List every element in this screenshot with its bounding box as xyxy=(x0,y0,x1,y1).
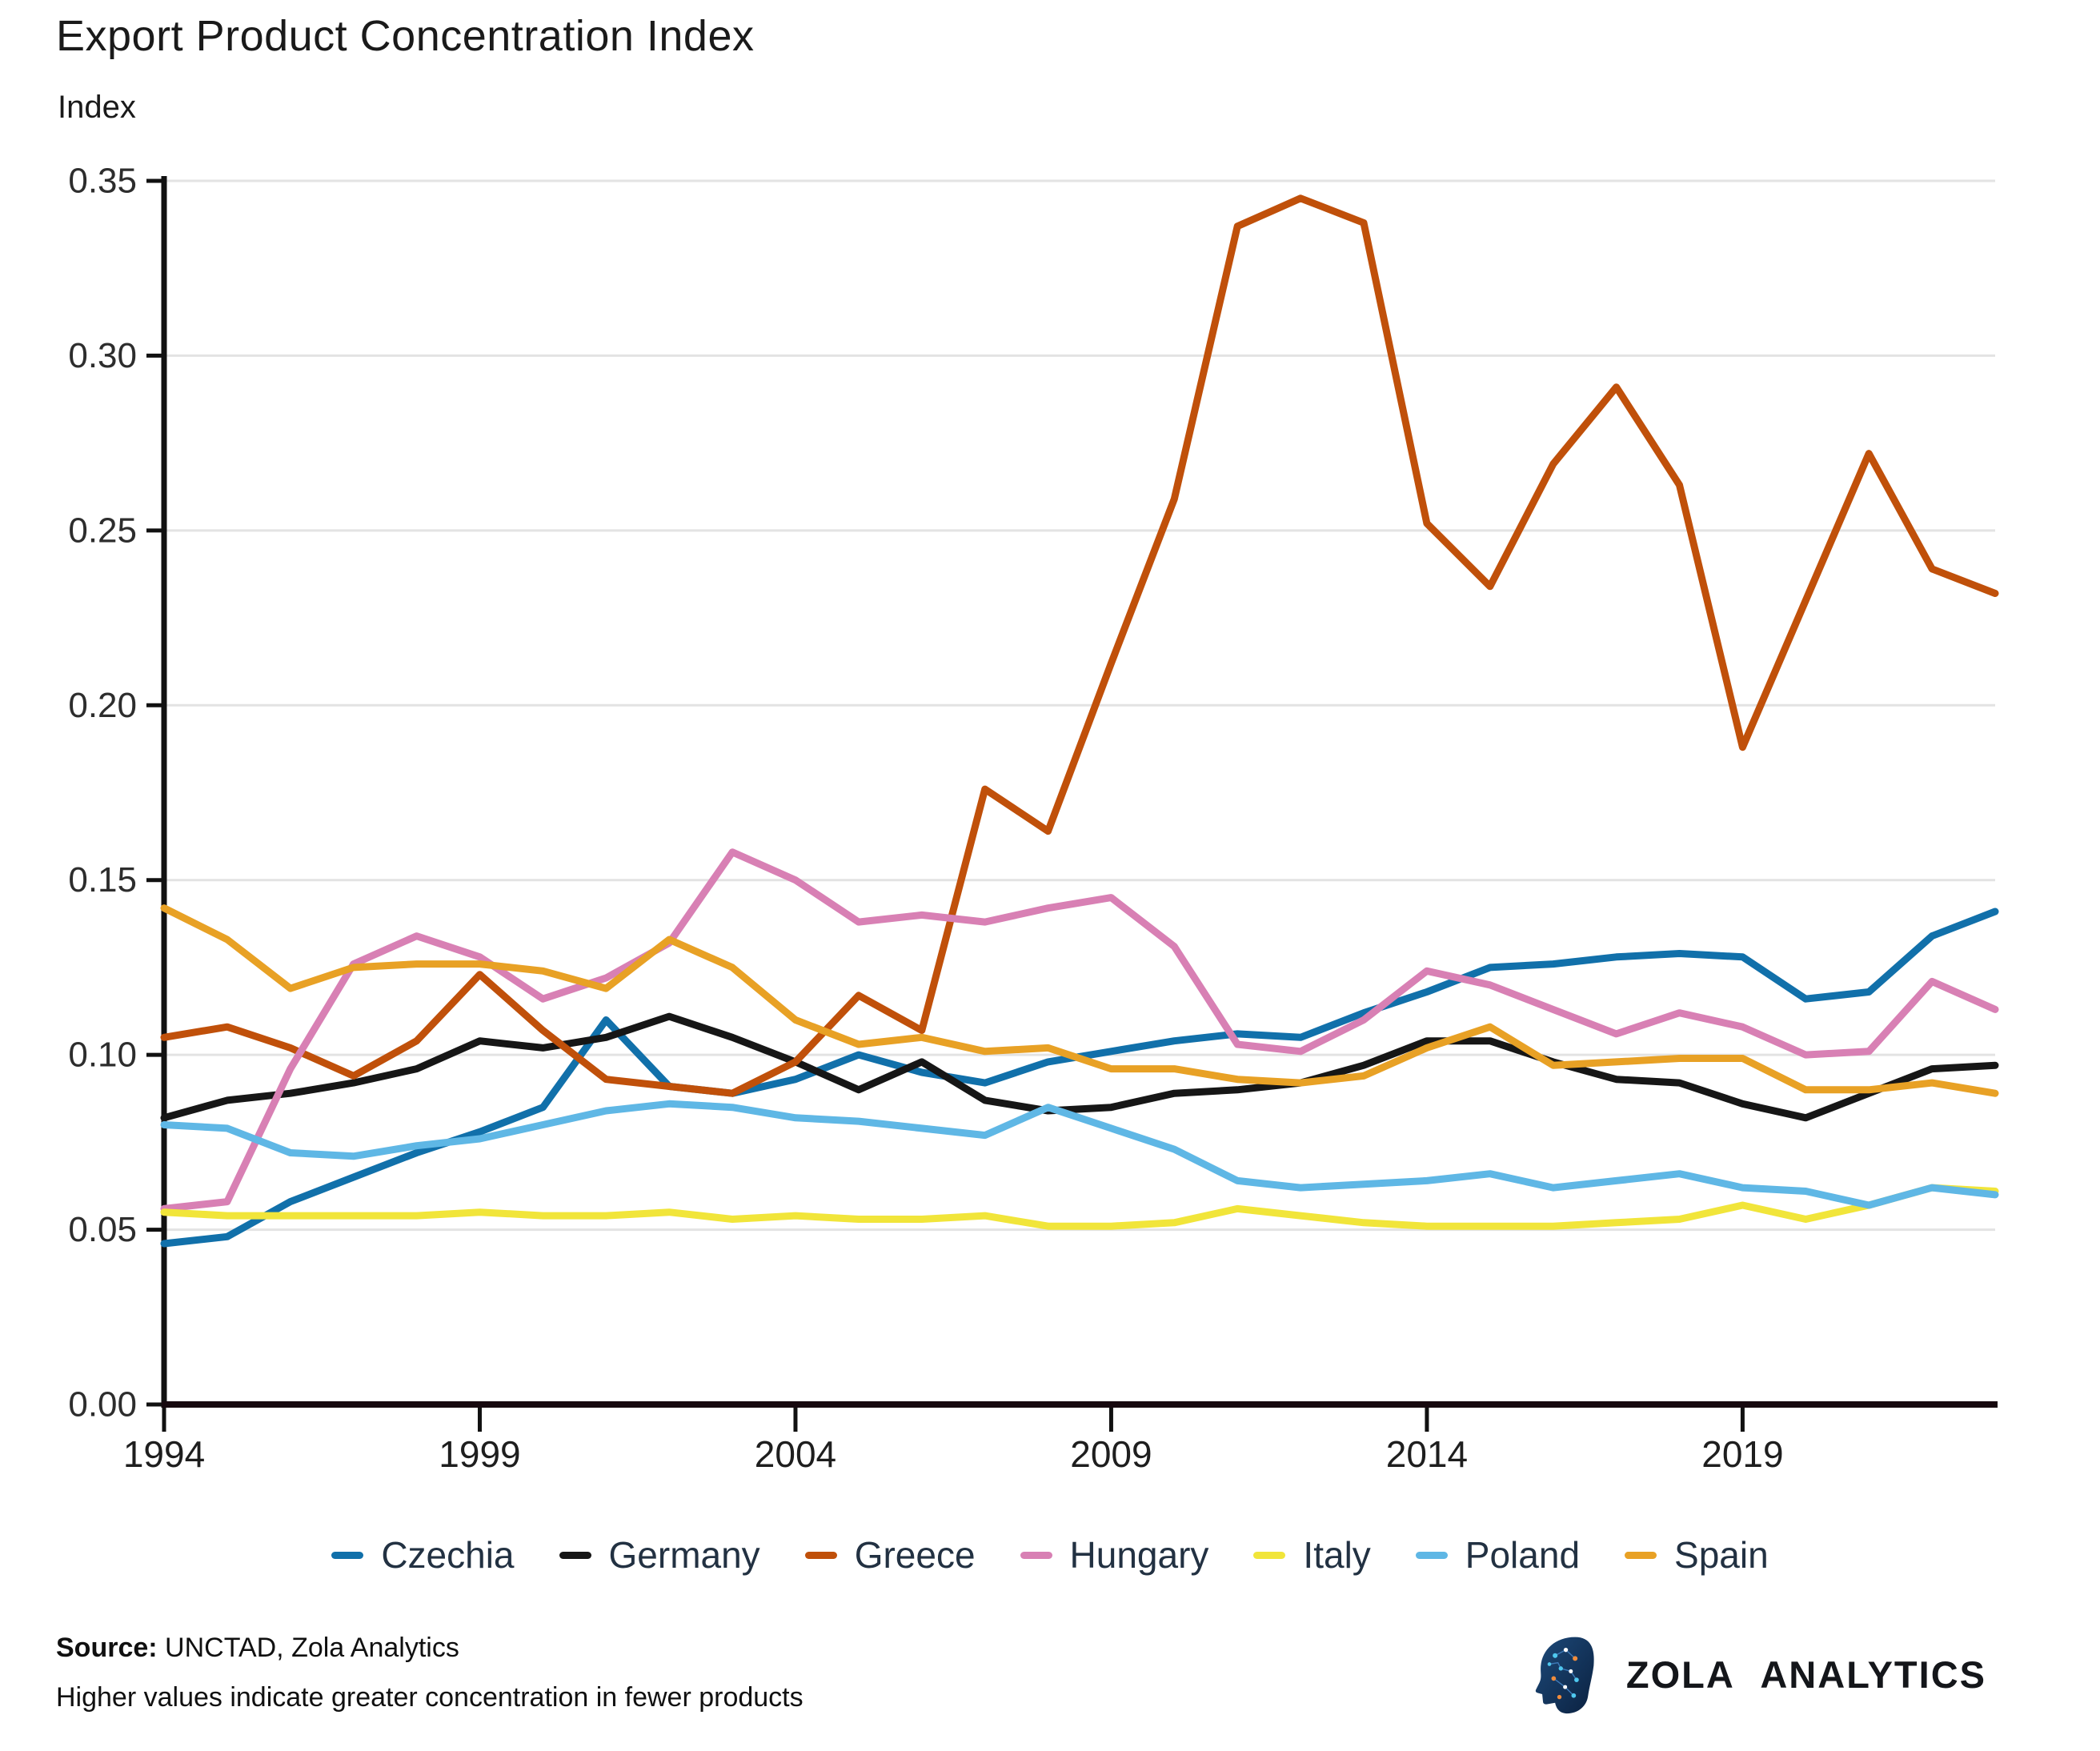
x-tick-label: 2009 xyxy=(1070,1433,1152,1475)
x-tick-label: 2014 xyxy=(1386,1433,1468,1475)
legend-label-hungary: Hungary xyxy=(1069,1534,1209,1576)
legend-item-greece: Greece xyxy=(804,1533,976,1577)
chart-legend: Czechia Germany Greece Hungary Italy Poland Sp… xyxy=(0,1533,2100,1577)
legend-dash-italy xyxy=(1253,1551,1286,1559)
y-tick-label: 0.10 xyxy=(68,1036,137,1075)
series-line-spain xyxy=(160,904,1999,1097)
legend-label-germany: Germany xyxy=(608,1534,760,1576)
y-axis-unit-label: Index xyxy=(58,90,136,125)
legend-label-spain: Spain xyxy=(1674,1534,1769,1576)
legend-dash-germany xyxy=(559,1551,591,1559)
source-text: UNCTAD, Zola Analytics xyxy=(157,1633,459,1663)
y-tick-label: 0.20 xyxy=(68,686,137,725)
legend-label-greece: Greece xyxy=(854,1534,976,1576)
source-label: Source: xyxy=(56,1633,158,1663)
x-tick-label: 2019 xyxy=(1701,1433,1783,1475)
source-line: Source: UNCTAD, Zola Analytics xyxy=(56,1633,459,1664)
legend-item-poland: Poland xyxy=(1415,1533,1581,1577)
y-tick-label: 0.25 xyxy=(68,511,137,550)
series-line-greece xyxy=(160,194,1999,1097)
legend-label-poland: Poland xyxy=(1465,1534,1581,1576)
legend-item-germany: Germany xyxy=(559,1533,760,1577)
legend-dash-poland xyxy=(1415,1551,1448,1559)
x-tick-label: 2004 xyxy=(755,1433,836,1475)
legend-item-spain: Spain xyxy=(1625,1533,1769,1577)
x-tick-label: 1999 xyxy=(439,1433,520,1475)
y-tick-label: 0.30 xyxy=(68,336,137,375)
chart-title: Export Product Concentration Index xyxy=(56,12,755,60)
y-tick-label: 0.05 xyxy=(68,1210,137,1249)
y-tick-label: 0.00 xyxy=(68,1385,137,1424)
series-line-italy xyxy=(160,1184,1999,1230)
x-tick-label: 1994 xyxy=(123,1433,205,1475)
zola-logo-text: ZOLA ANALYTICS xyxy=(1625,1653,1986,1696)
legend-dash-spain xyxy=(1625,1551,1657,1559)
zola-logo-icon xyxy=(1535,1637,1594,1714)
chart-svg: 0.00 0.05 0.10 0.15 0.20 0.25 0.30 0.35 1994 1999… xyxy=(68,162,1999,1475)
legend-label-czechia: Czechia xyxy=(381,1534,515,1576)
legend-item-italy: Italy xyxy=(1253,1533,1371,1577)
zola-logo: ZOLA ANALYTICS xyxy=(1533,1634,1986,1714)
legend-label-italy: Italy xyxy=(1303,1534,1371,1576)
series-line-poland xyxy=(160,1100,1999,1209)
series-line-germany xyxy=(160,1012,1999,1122)
legend-item-czechia: Czechia xyxy=(331,1533,515,1577)
footer-note: Higher values indicate greater concentra… xyxy=(56,1682,804,1713)
legend-dash-czechia xyxy=(331,1551,364,1559)
legend-dash-hungary xyxy=(1020,1551,1052,1559)
legend-item-hungary: Hungary xyxy=(1020,1533,1209,1577)
legend-dash-greece xyxy=(804,1551,837,1559)
series-line-hungary xyxy=(160,848,1999,1212)
y-tick-label: 0.35 xyxy=(68,162,137,201)
y-tick-label: 0.15 xyxy=(68,860,137,900)
